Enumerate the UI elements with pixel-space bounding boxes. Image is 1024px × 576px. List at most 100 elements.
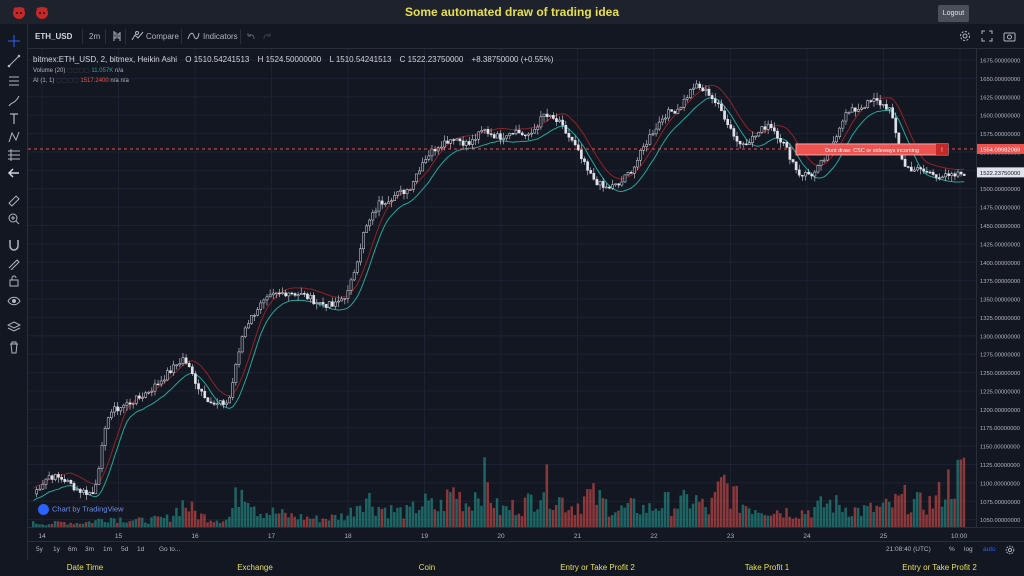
text-tool-icon[interactable] [7, 112, 21, 126]
volume-bar [97, 518, 100, 527]
time-tick-label: 21 [574, 533, 582, 540]
footer-exchange: Exchange [237, 563, 273, 572]
candle-body [103, 427, 107, 446]
percent-toggle[interactable]: % [949, 546, 955, 553]
candle-body [906, 166, 910, 168]
time-scale[interactable]: 14 15 16 17 18 19 20 21 22 23 24 25 10:00 [28, 527, 1024, 541]
candle-body [97, 468, 101, 485]
candle-body [309, 295, 312, 300]
chart-canvas[interactable]: Dont draw: CSC or sideways incoming! [28, 49, 976, 527]
volume-bar [713, 491, 717, 527]
price-scale[interactable]: 1675.00000000 1650.00000000 1625.00000000 1… [976, 49, 1024, 527]
volume-bar [592, 483, 595, 527]
range-6m[interactable]: 6m [68, 546, 78, 553]
lock-icon[interactable] [7, 274, 21, 288]
volume-bar [807, 510, 810, 527]
candle-body [243, 327, 247, 338]
range-5y[interactable]: 5y [36, 546, 43, 553]
price-tick-label: 1150.00000000 [980, 445, 1020, 451]
redo-icon[interactable] [262, 30, 272, 42]
volume-bar [324, 518, 328, 527]
indicators-button[interactable]: Indicators [203, 32, 238, 41]
volume-bar [383, 507, 387, 527]
auto-toggle[interactable]: auto [983, 546, 996, 553]
layers-icon[interactable] [7, 320, 21, 334]
candle-body [903, 158, 907, 167]
scale-settings-icon[interactable] [1005, 545, 1015, 555]
candle-body [38, 488, 42, 491]
candle-body [716, 102, 720, 105]
volume-legend[interactable]: Volume (20) ▢▢▢▢ 11.057K n/a [33, 68, 124, 74]
candle-body [576, 144, 580, 151]
volume-bar [800, 510, 804, 527]
compare-button[interactable]: Compare [146, 32, 179, 41]
ai-legend[interactable]: AI (1, 1) ▢▢▢▢ 1517.2400 n/a n/a [33, 78, 129, 84]
chart-style-icon[interactable] [111, 30, 123, 42]
candle-body [421, 162, 424, 172]
trend-line-icon[interactable] [7, 54, 21, 68]
candle-body [835, 136, 838, 143]
candle-body [225, 402, 228, 405]
settings-gear-icon[interactable] [959, 30, 971, 42]
candle-body [751, 135, 754, 143]
utc-clock[interactable]: 21:08:40 (UTC) [886, 546, 931, 553]
goto-button[interactable]: Go to... [159, 546, 181, 553]
trash-icon[interactable] [7, 340, 21, 354]
candle-body [418, 170, 421, 175]
price-tick-label: 1200.00000000 [980, 408, 1020, 414]
pattern-icon[interactable] [7, 130, 21, 144]
interval-button[interactable]: 2m [89, 32, 101, 41]
volume-bar [520, 516, 524, 527]
symbol-search[interactable]: ETH_USD [35, 32, 73, 41]
zoom-in-icon[interactable] [7, 212, 21, 226]
volume-bar [94, 520, 97, 527]
candle-body [558, 119, 561, 122]
candle-body [377, 200, 381, 212]
eye-icon[interactable] [7, 294, 21, 308]
candle-body [499, 133, 502, 140]
magnet-icon[interactable] [7, 238, 21, 252]
range-5d[interactable]: 5d [121, 546, 129, 553]
candle-body [508, 133, 512, 136]
range-1m[interactable]: 1m [103, 546, 113, 553]
volume-bar [657, 510, 661, 527]
volume-bar [797, 518, 801, 527]
candle-body [782, 141, 786, 144]
candle-body [271, 292, 275, 296]
footer-coin: Coin [418, 563, 436, 572]
candle-body [598, 181, 602, 186]
fullscreen-icon[interactable] [981, 30, 993, 42]
candle-body [380, 200, 384, 205]
volume-bar [766, 515, 770, 527]
volume-bar [144, 522, 147, 527]
legend-title[interactable]: bitmex:ETH_USD, 2, bitmex, Heikin Ashi [33, 55, 178, 64]
price-chart[interactable]: Dont draw: CSC or sideways incoming! [28, 49, 976, 527]
undo-icon[interactable] [246, 30, 256, 42]
candle-body [688, 89, 692, 99]
volume-bar [44, 525, 47, 527]
log-toggle[interactable]: log [964, 546, 973, 553]
price-tick-label: 1350.00000000 [980, 298, 1020, 304]
tradingview-logo[interactable]: Chart by TradingView [38, 504, 124, 515]
back-arrow-icon[interactable] [7, 166, 21, 180]
volume-bar [240, 489, 244, 527]
price-tick-label: 1675.00000000 [980, 59, 1020, 65]
logout-button[interactable]: Logout [938, 5, 969, 22]
candle-body [548, 115, 552, 118]
range-1d[interactable]: 1d [137, 546, 145, 553]
candle-body [601, 181, 605, 188]
stay-drawing-icon[interactable] [7, 256, 21, 270]
prediction-icon[interactable] [7, 148, 21, 162]
crosshair-icon[interactable] [7, 34, 21, 48]
volume-bar [477, 498, 480, 527]
camera-icon[interactable] [1003, 30, 1016, 42]
candle-body [340, 298, 344, 302]
range-3m[interactable]: 3m [85, 546, 95, 553]
volume-bar [582, 496, 586, 527]
range-1y[interactable]: 1y [53, 546, 60, 553]
fib-tool-icon[interactable] [7, 74, 21, 88]
candle-body [281, 292, 284, 295]
brush-icon[interactable] [7, 94, 21, 108]
time-tick-label: 24 [803, 533, 811, 540]
ruler-icon[interactable] [7, 194, 21, 208]
